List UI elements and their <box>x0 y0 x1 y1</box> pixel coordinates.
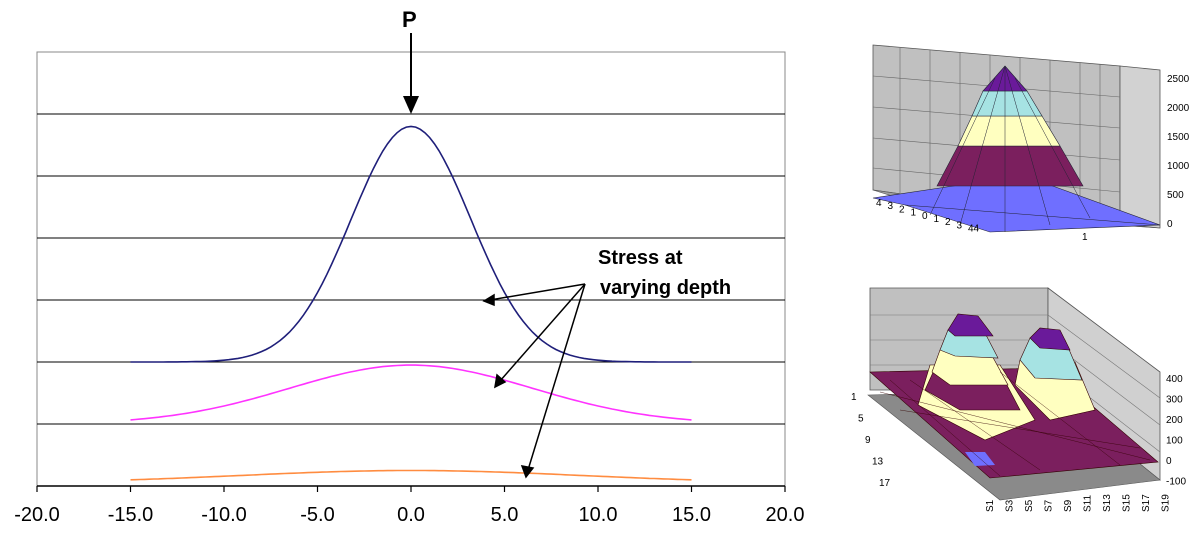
x-tick-label: S11 <box>1083 495 1094 512</box>
x-ticks <box>36 486 786 492</box>
z-tick-label: 100 <box>1166 436 1183 447</box>
x-tick-label: S9 <box>1063 499 1074 512</box>
y-tick-label: 17 <box>879 478 891 489</box>
y-tick-label: 1 <box>1082 232 1088 243</box>
x-tick-label: S7 <box>1044 499 1055 512</box>
stress-curve-1 <box>130 125 692 363</box>
x-tick-label: 20.0 <box>766 504 805 526</box>
x-tick-label: 0 <box>922 211 928 222</box>
z-tick-label: -100 <box>1166 477 1186 488</box>
x-tick-label: S19 <box>1161 494 1172 512</box>
x-tick-label: 0.0 <box>397 504 425 526</box>
z-tick-label: 300 <box>1166 395 1183 406</box>
x-tick-labels: -20.0 -15.0 -10.0 -5.0 0.0 5.0 10.0 15.0 20.0 <box>14 504 804 526</box>
y-tick-label: 1 <box>851 392 857 403</box>
z-tick-label: 2000 <box>1167 103 1190 114</box>
surface-mesh <box>879 371 1151 477</box>
x-tick-label: 1 <box>934 214 940 225</box>
plot-area <box>36 51 786 487</box>
z-tick-label: 0 <box>1167 219 1173 230</box>
z-tick-label: 400 <box>1166 374 1183 385</box>
annotation-line-2: varying depth <box>600 277 731 299</box>
load-label: P <box>402 7 417 32</box>
annotation-line-1: Stress at <box>598 247 683 269</box>
x-tick-label: -5.0 <box>300 504 334 526</box>
x-tick-labels: 4 3 2 1 0 1 2 3 44 <box>876 198 980 235</box>
x-tick-label: S13 <box>1102 494 1113 512</box>
z-tick-label: 2500 <box>1167 74 1190 85</box>
x-tick-label: 1 <box>911 208 917 219</box>
x-tick-label: 4 <box>876 198 882 209</box>
surface-band-2 <box>957 115 1061 147</box>
x-tick-label: 5.0 <box>491 504 519 526</box>
z-tick-label: 200 <box>1166 415 1183 426</box>
x-tick-label: 10.0 <box>579 504 618 526</box>
z-tick-labels: 2500 2000 1500 1000 500 0 <box>1167 74 1190 230</box>
stress-curve-3 <box>130 469 692 481</box>
peak1-band-cyan <box>939 329 999 359</box>
x-tick-label: S5 <box>1024 499 1035 512</box>
y-tick-label: 5 <box>858 414 864 425</box>
x-tick-label: S1 <box>985 499 996 512</box>
x-tick-label: S15 <box>1122 494 1133 512</box>
z-tick-label: 500 <box>1167 190 1184 201</box>
side-wall <box>1119 65 1161 229</box>
stress-curves <box>130 125 692 481</box>
z-tick-label: 1500 <box>1167 132 1190 143</box>
x-tick-label: 2 <box>945 217 951 228</box>
x-tick-label: S17 <box>1141 494 1152 512</box>
surface-band-1 <box>936 145 1084 187</box>
peak2-band-purple <box>1029 327 1071 351</box>
x-tick-label: -20.0 <box>14 504 60 526</box>
main-chart: -20.0 -15.0 -10.0 -5.0 0.0 5.0 10.0 15.0 20.0 P … <box>14 7 804 526</box>
peak1-band-yellow2 <box>931 349 1009 386</box>
load-arrow <box>403 33 419 114</box>
z-tick-labels: 400 300 200 100 0 -100 <box>1166 374 1186 488</box>
blue-patch <box>965 452 995 466</box>
surface-mesh <box>904 65 1161 232</box>
stress-curve-2 <box>130 364 692 421</box>
x-tick-label: 15.0 <box>672 504 711 526</box>
x-tick-label: 44 <box>968 224 980 235</box>
x-tick-label: S3 <box>1005 499 1016 512</box>
x-tick-label: 2 <box>899 204 905 215</box>
x-tick-label: 3 <box>957 220 963 231</box>
z-tick-label: 0 <box>1166 456 1172 467</box>
peak1-band-purple <box>947 313 994 337</box>
x-tick-label: -15.0 <box>108 504 154 526</box>
y-tick-label: 9 <box>865 435 871 446</box>
y-tick-label: 13 <box>872 457 884 468</box>
x-tick-label: -10.0 <box>201 504 247 526</box>
x-tick-labels: S1 S3 S5 S7 S9 S11 S13 S15 S17 S19 <box>985 494 1172 512</box>
x-tick-label: 3 <box>888 201 894 212</box>
annotation-arrows <box>482 283 586 479</box>
z-tick-label: 1000 <box>1167 161 1190 172</box>
